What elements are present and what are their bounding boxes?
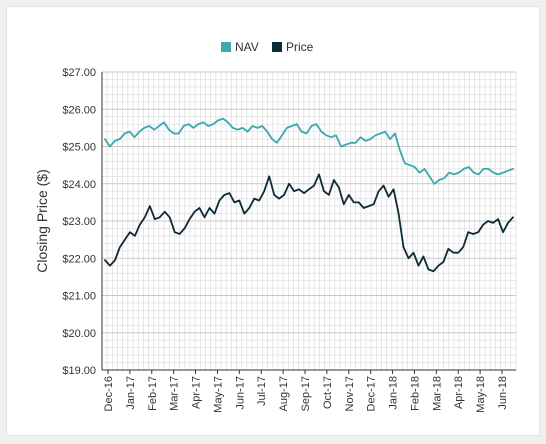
y-tick-label: $24.00 — [62, 179, 96, 191]
y-axis-ticks: $19.00 $20.00 $21.00 $22.00 $23.00 $24.00 $25.… — [62, 67, 96, 377]
x-tick-label: May-17 — [212, 376, 224, 413]
x-tick-label: May-18 — [475, 376, 487, 413]
nav-series-line — [104, 117, 514, 185]
y-tick-label: $27.00 — [62, 67, 96, 79]
series-lines — [104, 117, 514, 273]
x-tick-label: Jul-17 — [256, 376, 268, 406]
y-tick-label: $21.00 — [62, 291, 96, 303]
x-tick-label: Jun-17 — [234, 376, 246, 410]
legend: NAV Price — [221, 40, 314, 54]
y-tick-label: $20.00 — [62, 328, 96, 340]
legend-swatch-nav — [221, 42, 231, 52]
y-axis-title: Closing Price ($) — [34, 169, 50, 272]
x-tick-label: Oct-17 — [322, 376, 334, 409]
y-tick-label: $23.00 — [62, 216, 96, 228]
x-tick-label: Dec-16 — [103, 376, 115, 411]
x-tick-label: Jan-18 — [388, 376, 400, 410]
x-tick-label: Apr-18 — [453, 376, 465, 409]
y-tick-label: $19.00 — [62, 365, 96, 377]
x-tick-label: Dec-17 — [366, 376, 378, 411]
y-tick-label: $22.00 — [62, 253, 96, 265]
y-tick-label: $26.00 — [62, 104, 96, 116]
x-tick-label: Feb-17 — [147, 376, 159, 411]
x-axis-ticks: Dec-16 Jan-17 Feb-17 Mar-17 Apr-17 May-17 Jun-… — [103, 370, 509, 413]
legend-label-nav: NAV — [235, 40, 259, 54]
legend-swatch-price — [272, 42, 282, 52]
x-tick-label: Apr-17 — [191, 376, 203, 409]
legend-label-price: Price — [286, 40, 314, 54]
x-tick-label: Aug-17 — [278, 376, 290, 411]
x-tick-label: Jan-17 — [125, 376, 137, 410]
x-tick-label: Feb-18 — [409, 376, 421, 411]
x-tick-label: Mar-18 — [431, 376, 443, 411]
x-tick-label: Sep-17 — [300, 376, 312, 411]
x-tick-label: Mar-17 — [169, 376, 181, 411]
x-tick-label: Jun-18 — [497, 376, 509, 410]
grid-lines — [101, 71, 517, 371]
x-tick-label: Nov-17 — [344, 376, 356, 411]
y-tick-label: $25.00 — [62, 142, 96, 154]
price-series-line — [104, 173, 514, 273]
